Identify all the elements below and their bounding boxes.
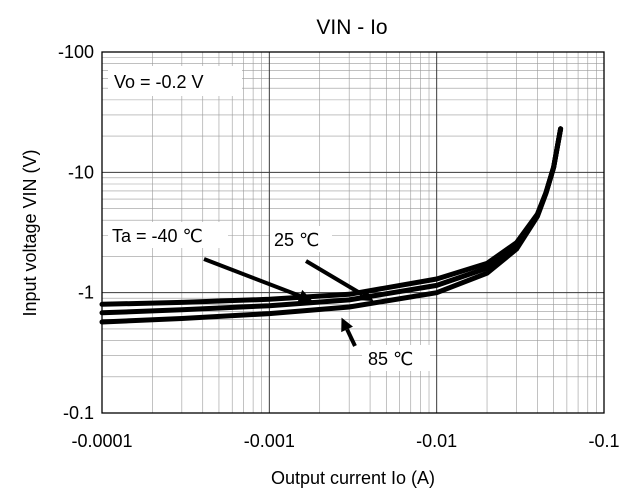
series-line-2 <box>99 126 564 325</box>
annotation-25c: 25 ℃ <box>274 230 319 250</box>
ta-label-box <box>108 222 228 248</box>
85c-arrow <box>345 328 357 347</box>
x-tick-labels: -0.0001 -0.001 -0.01 -0.1 <box>71 431 619 451</box>
ta-minus40-arrow <box>203 257 301 298</box>
series-lines <box>99 126 564 325</box>
y-tick-label: -1 <box>78 283 94 303</box>
y-tick-label: -10 <box>68 162 94 182</box>
y-tick-label: -0.1 <box>63 403 94 423</box>
25c-arrowhead <box>359 288 374 302</box>
chart-title: VIN - Io <box>316 16 387 39</box>
annotation-85c: 85 ℃ <box>368 349 413 369</box>
y-tick-labels: -0.1 -1 -10 -100 <box>58 42 94 423</box>
label-85-box <box>362 345 430 371</box>
annotations: Vo = -0.2 V Ta = -40 ℃ 25 ℃ 85 ℃ <box>108 66 430 371</box>
85c-arrowhead <box>341 317 353 333</box>
x-tick-label: -0.0001 <box>71 431 132 451</box>
x-tick-label: -0.01 <box>416 431 457 451</box>
plot-area-frame <box>101 51 605 414</box>
annotation-vo: Vo = -0.2 V <box>114 72 204 92</box>
ta-minus40-arrowhead <box>297 289 313 302</box>
25c-arrow <box>304 259 364 297</box>
y-axis-label: Input voltage VIN (V) <box>20 149 40 316</box>
vo-label-box <box>108 66 242 96</box>
annotation-ta-minus40: Ta = -40 ℃ <box>112 226 203 246</box>
x-tick-label: -0.001 <box>244 431 295 451</box>
x-tick-label: -0.1 <box>588 431 619 451</box>
label-25-box <box>270 226 332 252</box>
x-axis-label: Output current Io (A) <box>271 468 435 488</box>
y-tick-label: -100 <box>58 42 94 62</box>
